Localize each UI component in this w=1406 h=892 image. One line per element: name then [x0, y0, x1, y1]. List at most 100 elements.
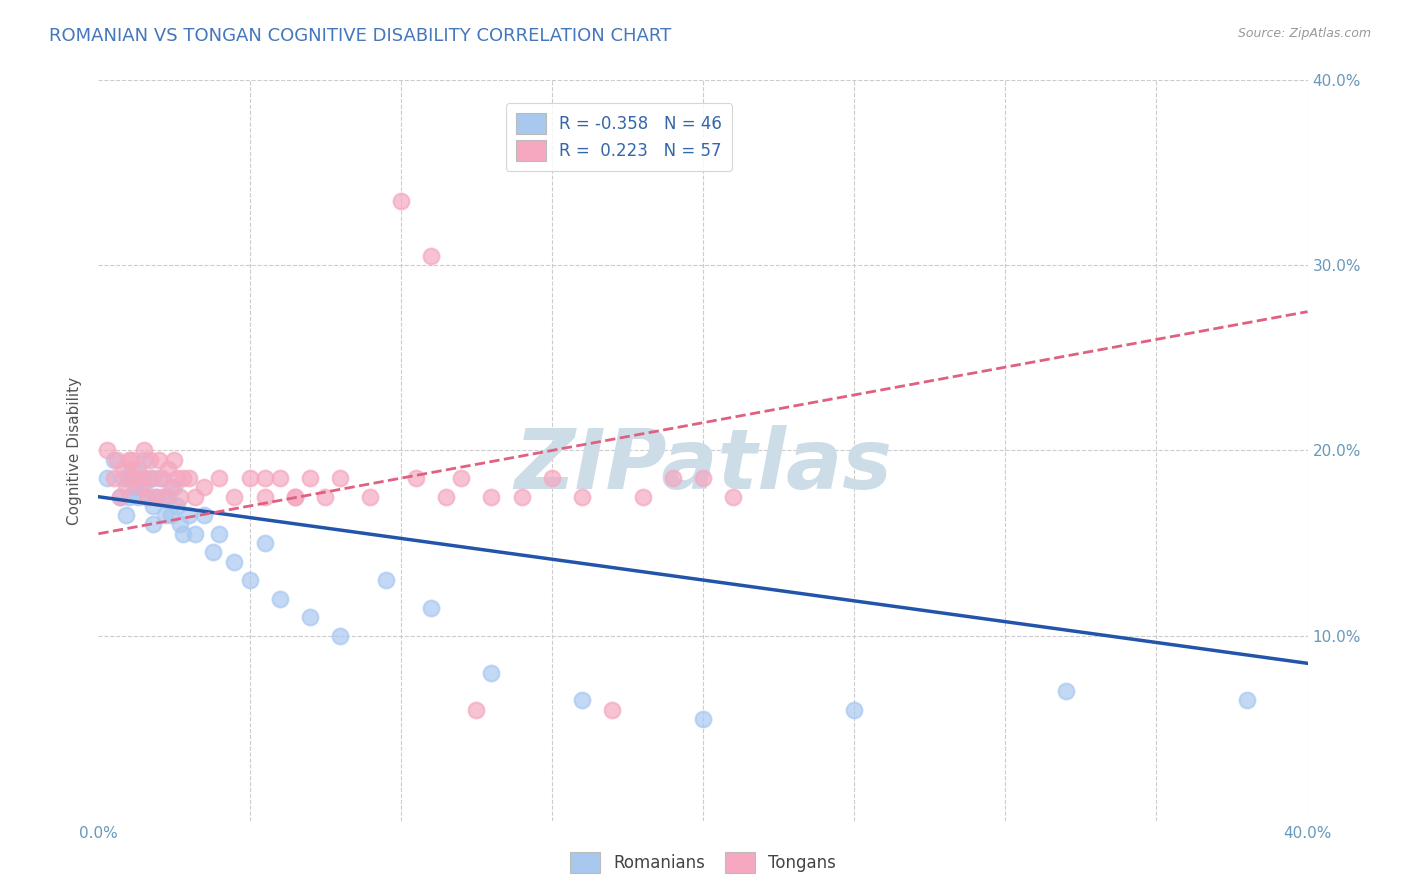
- Point: [160, 481, 183, 495]
- Point: [127, 490, 149, 504]
- Point: [1054, 684, 1077, 698]
- Point: [148, 452, 170, 467]
- Text: Source: ZipAtlas.com: Source: ZipAtlas.com: [1237, 27, 1371, 40]
- Point: [150, 490, 173, 504]
- Point: [172, 526, 194, 541]
- Point: [135, 490, 157, 504]
- Point: [450, 471, 472, 485]
- Point: [121, 452, 143, 467]
- Point: [405, 471, 427, 485]
- Point: [389, 194, 412, 208]
- Point: [118, 471, 141, 485]
- Point: [172, 471, 194, 485]
- Point: [108, 490, 131, 504]
- Point: [224, 490, 246, 504]
- Y-axis label: Cognitive Disability: Cognitive Disability: [67, 376, 83, 524]
- Point: [118, 471, 141, 485]
- Text: ZIPatlas: ZIPatlas: [515, 425, 891, 506]
- Point: [284, 490, 307, 504]
- Point: [510, 490, 533, 504]
- Point: [169, 490, 191, 504]
- Point: [124, 471, 146, 485]
- Point: [129, 471, 152, 485]
- Point: [420, 600, 443, 615]
- Point: [111, 462, 134, 476]
- Point: [193, 481, 215, 495]
- Point: [153, 508, 176, 523]
- Point: [96, 443, 118, 458]
- Point: [253, 490, 276, 504]
- Point: [631, 490, 654, 504]
- Point: [166, 499, 188, 513]
- Point: [166, 471, 188, 485]
- Point: [224, 554, 246, 569]
- Point: [299, 610, 322, 624]
- Point: [118, 452, 141, 467]
- Point: [96, 471, 118, 485]
- Point: [329, 471, 352, 485]
- Point: [374, 573, 396, 587]
- Point: [420, 249, 443, 263]
- Point: [481, 665, 503, 680]
- Point: [142, 517, 165, 532]
- Point: [269, 591, 291, 606]
- Point: [602, 703, 624, 717]
- Point: [571, 693, 593, 707]
- Legend: Romanians, Tongans: Romanians, Tongans: [564, 846, 842, 880]
- Point: [108, 490, 131, 504]
- Point: [284, 490, 307, 504]
- Point: [692, 712, 714, 726]
- Point: [540, 471, 562, 485]
- Point: [118, 490, 141, 504]
- Point: [142, 471, 165, 485]
- Point: [142, 499, 165, 513]
- Point: [103, 471, 125, 485]
- Point: [692, 471, 714, 485]
- Point: [723, 490, 745, 504]
- Point: [132, 471, 155, 485]
- Point: [156, 462, 179, 476]
- Point: [253, 536, 276, 550]
- Point: [434, 490, 457, 504]
- Point: [132, 481, 155, 495]
- Point: [114, 508, 136, 523]
- Point: [661, 471, 683, 485]
- Point: [111, 471, 134, 485]
- Point: [114, 481, 136, 495]
- Point: [124, 481, 146, 495]
- Point: [145, 490, 167, 504]
- Point: [156, 490, 179, 504]
- Point: [481, 490, 503, 504]
- Point: [150, 471, 173, 485]
- Point: [153, 490, 176, 504]
- Point: [169, 517, 191, 532]
- Point: [179, 471, 201, 485]
- Point: [184, 490, 207, 504]
- Point: [329, 628, 352, 642]
- Point: [184, 526, 207, 541]
- Text: ROMANIAN VS TONGAN COGNITIVE DISABILITY CORRELATION CHART: ROMANIAN VS TONGAN COGNITIVE DISABILITY …: [49, 27, 672, 45]
- Point: [360, 490, 382, 504]
- Point: [299, 471, 322, 485]
- Point: [269, 471, 291, 485]
- Point: [139, 471, 162, 485]
- Point: [193, 508, 215, 523]
- Point: [163, 481, 186, 495]
- Point: [160, 508, 183, 523]
- Point: [103, 452, 125, 467]
- Point: [239, 573, 262, 587]
- Point: [148, 471, 170, 485]
- Point: [202, 545, 225, 559]
- Point: [314, 490, 336, 504]
- Point: [208, 471, 231, 485]
- Point: [132, 443, 155, 458]
- Point: [844, 703, 866, 717]
- Point: [127, 462, 149, 476]
- Point: [145, 490, 167, 504]
- Legend: R = -0.358   N = 46, R =  0.223   N = 57: R = -0.358 N = 46, R = 0.223 N = 57: [506, 103, 733, 170]
- Point: [465, 703, 488, 717]
- Point: [208, 526, 231, 541]
- Point: [105, 452, 128, 467]
- Point: [139, 452, 162, 467]
- Point: [253, 471, 276, 485]
